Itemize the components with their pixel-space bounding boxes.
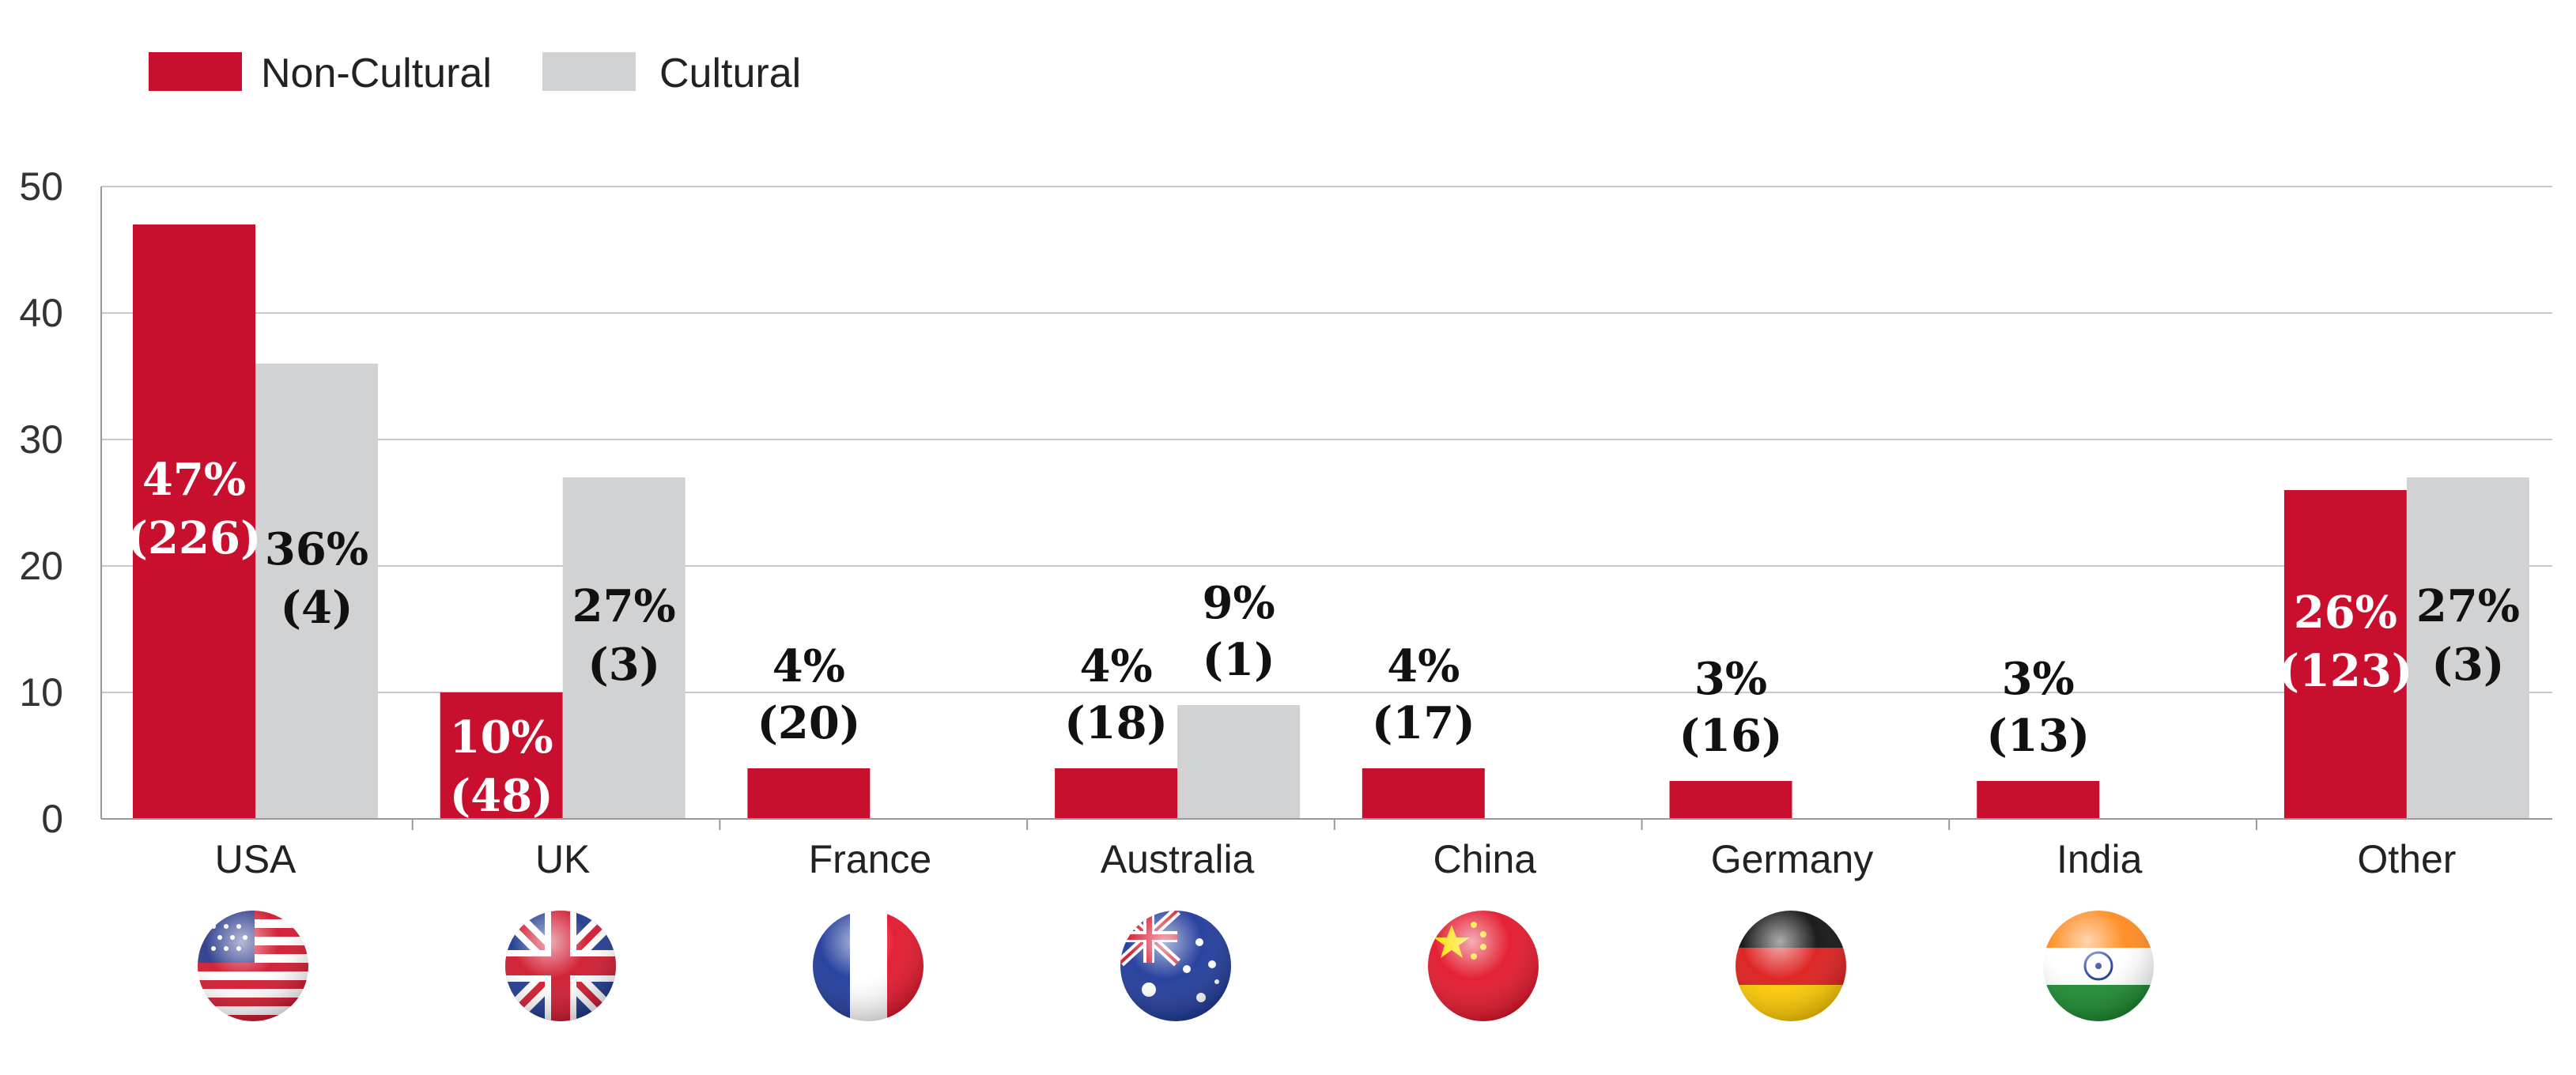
legend-label-cultural: Cultural bbox=[659, 51, 801, 96]
germany-flag-icon bbox=[1736, 911, 1846, 1021]
data-label-percent: 47% bbox=[142, 454, 246, 506]
data-label-percent: 26% bbox=[2294, 587, 2397, 639]
x-tick-label: USA bbox=[215, 837, 297, 881]
legend-label-non-cultural: Non-Cultural bbox=[261, 51, 492, 96]
x-tick-label: Germany bbox=[1711, 837, 1874, 881]
x-tick-label: Australia bbox=[1101, 837, 1255, 881]
data-label-percent: 4% bbox=[1387, 640, 1460, 692]
data-label-count: (4) bbox=[281, 582, 353, 634]
y-axis-tick-labels: 0 10 20 30 40 50 bbox=[19, 164, 63, 841]
legend-swatch-non-cultural bbox=[149, 52, 242, 91]
gridlines bbox=[101, 186, 2552, 693]
data-label-count: (17) bbox=[1372, 697, 1475, 749]
bar-non-cultural bbox=[747, 768, 871, 819]
data-label-count: (123) bbox=[2278, 645, 2412, 697]
y-tick-label: 0 bbox=[41, 797, 63, 841]
bar-non-cultural bbox=[1362, 768, 1485, 819]
data-label-percent: 3% bbox=[2002, 653, 2075, 705]
bar-non-cultural bbox=[133, 224, 255, 819]
bar-non-cultural bbox=[440, 692, 563, 819]
data-label-percent: 27% bbox=[2416, 580, 2520, 632]
x-tick-label: UK bbox=[535, 837, 590, 881]
data-label-percent: 4% bbox=[1080, 640, 1153, 692]
data-label-percent: 36% bbox=[265, 523, 368, 575]
data-label-percent: 4% bbox=[772, 640, 845, 692]
data-labels: 47%(226) 36%(4)10%(48)27%(3) 4%(20)4%(18)9… bbox=[127, 454, 2520, 822]
x-tick-label: China bbox=[1433, 837, 1536, 881]
bar-cultural bbox=[1177, 705, 1301, 819]
data-label-count: (20) bbox=[757, 697, 860, 749]
data-label-count: (3) bbox=[587, 639, 660, 691]
france-flag-icon bbox=[813, 911, 924, 1021]
y-tick-label: 40 bbox=[19, 291, 63, 335]
x-axis bbox=[100, 187, 2552, 830]
uk-flag-icon bbox=[505, 911, 616, 1021]
bar-cultural bbox=[255, 364, 378, 819]
data-label-count: (48) bbox=[450, 770, 553, 822]
y-tick-label: 30 bbox=[19, 417, 63, 462]
bar-cultural bbox=[562, 477, 686, 819]
y-tick-label: 50 bbox=[19, 164, 63, 209]
x-tick-label: Other bbox=[2357, 837, 2456, 881]
bar-non-cultural bbox=[2283, 490, 2407, 819]
x-tick-label: India bbox=[2057, 837, 2143, 881]
y-tick-label: 10 bbox=[19, 670, 63, 715]
data-label-count: (18) bbox=[1064, 697, 1168, 749]
data-label-percent: 9% bbox=[1203, 577, 1275, 629]
australia-flag-icon bbox=[1120, 911, 1231, 1021]
category-labels: USA UK France Australia China Germany India Oth… bbox=[215, 837, 2457, 881]
legend-swatch-cultural bbox=[542, 52, 636, 91]
bar-non-cultural bbox=[1669, 781, 1792, 819]
bar-non-cultural bbox=[1055, 768, 1178, 819]
bar-non-cultural bbox=[1977, 781, 2100, 819]
data-label-count: (1) bbox=[1203, 634, 1275, 686]
data-label-count: (16) bbox=[1679, 710, 1783, 762]
data-label-count: (13) bbox=[1986, 710, 2090, 762]
bar-cultural bbox=[2406, 477, 2529, 819]
data-label-count: (226) bbox=[127, 512, 262, 564]
legend: Non-Cultural Cultural bbox=[149, 51, 801, 96]
y-tick-label: 20 bbox=[19, 544, 63, 588]
china-flag-icon bbox=[1428, 911, 1539, 1021]
data-label-percent: 3% bbox=[1694, 653, 1767, 705]
india-flag-icon bbox=[2043, 911, 2154, 1021]
usa-flag-icon bbox=[198, 911, 308, 1021]
data-label-count: (3) bbox=[2431, 639, 2504, 691]
data-label-percent: 10% bbox=[450, 711, 553, 764]
bars bbox=[133, 224, 2529, 819]
x-tick-label: France bbox=[809, 837, 932, 881]
flags bbox=[198, 911, 2154, 1021]
data-label-percent: 27% bbox=[572, 580, 676, 632]
